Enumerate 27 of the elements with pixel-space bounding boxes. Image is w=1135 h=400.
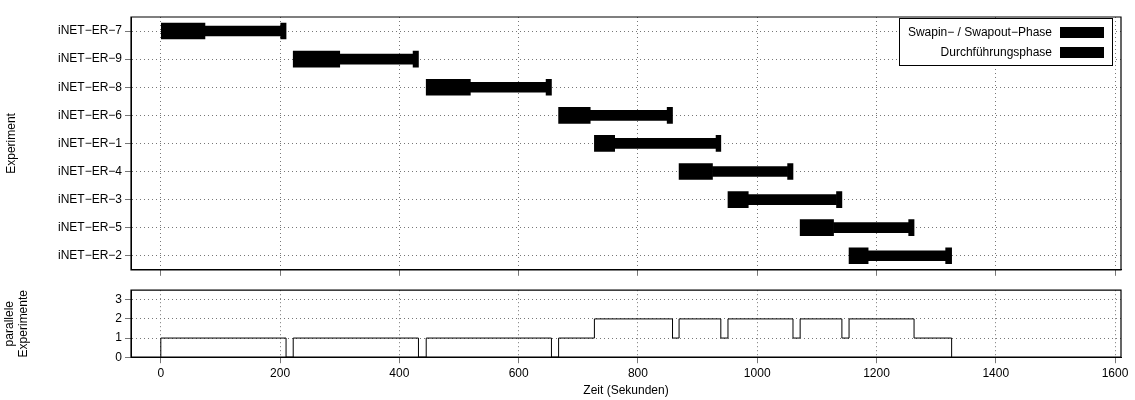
y-tick-label: iNET−ER−3 — [57, 191, 123, 206]
y-tick-label: iNET−ER−4 — [57, 163, 123, 178]
y-tick-label: 0 — [115, 349, 123, 364]
y-tick-label: 1 — [115, 330, 123, 345]
x-tick-label: 400 — [389, 365, 410, 380]
y-tick-label: 3 — [115, 292, 123, 307]
y-tick-label: iNET−ER−2 — [57, 248, 123, 263]
x-tick-label: 1600 — [1101, 365, 1129, 380]
y-tick-label: iNET−ER−5 — [57, 219, 123, 234]
x-tick-label: 200 — [270, 365, 291, 380]
x-tick-label: 1400 — [982, 365, 1010, 380]
y-tick-label: iNET−ER−7 — [57, 23, 123, 38]
legend-label: Durchführungsphase — [940, 45, 1052, 59]
y-axis-title: Experiment — [3, 112, 18, 174]
y-axis-title: parallele Experimente — [1, 289, 30, 358]
legend-label: Swapin− / Swapout−Phase — [907, 25, 1052, 39]
x-tick-label: 1200 — [863, 365, 891, 380]
x-tick-label: 800 — [627, 365, 649, 380]
y-tick-label: iNET−ER−9 — [57, 51, 123, 66]
x-tick-label: 1000 — [743, 365, 771, 380]
x-tick-label: 0 — [157, 365, 165, 380]
y-tick-label: iNET−ER−1 — [57, 135, 123, 150]
y-tick-label: 2 — [115, 311, 123, 326]
x-tick-label: 600 — [508, 365, 529, 380]
x-axis-title: Zeit (Sekunden) — [583, 383, 669, 398]
y-tick-label: iNET−ER−8 — [57, 79, 123, 94]
y-tick-label: iNET−ER−6 — [57, 107, 123, 122]
